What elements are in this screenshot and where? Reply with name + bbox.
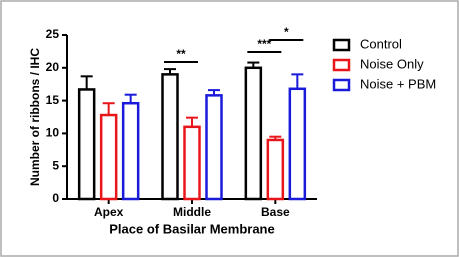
y-tick-label: 0 <box>52 191 59 205</box>
x-tick-label: Apex <box>94 205 124 219</box>
bar <box>266 138 285 201</box>
bar <box>183 125 201 201</box>
significance-label: *** <box>257 37 271 51</box>
bar <box>99 113 118 201</box>
legend-label: Noise + PBM <box>360 76 436 91</box>
y-tick-label: 15 <box>46 93 60 107</box>
x-tick-label: Base <box>261 205 290 219</box>
legend-swatch <box>332 58 351 72</box>
y-tick-label: 25 <box>46 27 60 41</box>
bar <box>205 94 223 201</box>
significance-label: * <box>284 25 289 39</box>
significance-label: ** <box>176 47 186 61</box>
bar <box>161 73 179 201</box>
y-tick-label: 5 <box>52 158 59 172</box>
y-tick-label: 20 <box>46 60 60 74</box>
legend-label: Control <box>360 36 402 51</box>
y-axis-label: Number of ribbons / IHC <box>28 48 42 186</box>
legend-label: Noise Only <box>360 56 424 71</box>
legend-swatch <box>332 38 351 52</box>
bar <box>288 87 307 201</box>
bar <box>121 101 140 201</box>
bar <box>244 66 263 201</box>
x-tick-label: Middle <box>173 205 211 219</box>
x-axis-label: Place of Basilar Membrane <box>109 221 274 236</box>
y-tick-label: 10 <box>46 126 60 140</box>
bar <box>77 88 96 201</box>
legend-swatch <box>332 78 351 92</box>
